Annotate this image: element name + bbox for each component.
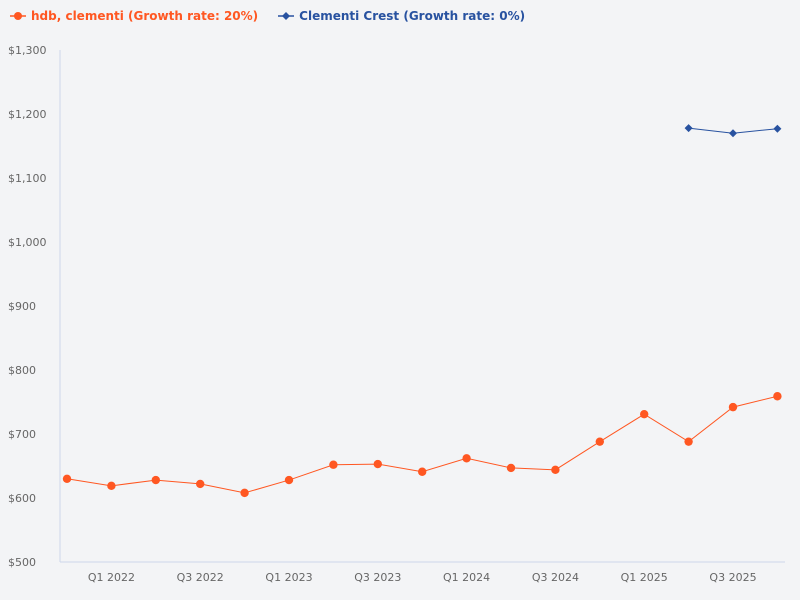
y-tick-label: $1,200 — [8, 108, 47, 121]
legend-item-clementi-crest[interactable]: Clementi Crest (Growth rate: 0%) — [278, 9, 525, 23]
x-tick-label: Q3 2023 — [354, 571, 401, 584]
y-tick-label: $1,000 — [8, 236, 47, 249]
x-tick-label: Q1 2025 — [621, 571, 668, 584]
x-tick-label: Q1 2024 — [443, 571, 490, 584]
y-tick-label: $500 — [8, 556, 36, 569]
data-point — [595, 437, 604, 446]
y-tick-label: $900 — [8, 300, 36, 313]
data-point — [506, 463, 516, 473]
data-point — [729, 129, 737, 138]
data-point — [773, 392, 782, 401]
legend: hdb, clementi (Growth rate: 20%) Clement… — [10, 9, 525, 23]
y-tick-label: $1,100 — [8, 172, 47, 185]
data-point — [684, 437, 693, 446]
data-point — [240, 488, 249, 498]
legend-label: hdb, clementi (Growth rate: 20%) — [31, 9, 259, 23]
x-tick-label: Q3 2024 — [532, 571, 579, 584]
x-tick-label: Q1 2022 — [88, 571, 135, 584]
data-point — [107, 481, 116, 491]
x-tick-label: Q1 2023 — [265, 571, 312, 584]
data-point — [462, 454, 471, 463]
diamond-marker-icon — [278, 12, 295, 20]
legend-label: Clementi Crest (Growth rate: 0%) — [299, 9, 526, 23]
data-point — [684, 124, 693, 133]
data-point — [151, 475, 160, 485]
y-tick-label: $800 — [8, 364, 36, 377]
data-point — [728, 402, 738, 412]
data-point — [284, 475, 294, 485]
x-tick-label: Q3 2022 — [177, 571, 224, 584]
data-point — [640, 409, 649, 419]
legend-item-hdb-clementi[interactable]: hdb, clementi (Growth rate: 20%) — [10, 9, 258, 23]
data-point — [196, 479, 205, 489]
data-point — [773, 124, 782, 133]
y-tick-label: $700 — [8, 428, 36, 441]
y-tick-label: $600 — [8, 492, 36, 505]
circle-marker-icon — [10, 12, 26, 20]
x-tick-label: Q3 2025 — [709, 571, 756, 584]
series-line-0 — [66, 395, 778, 494]
data-point — [418, 467, 427, 476]
y-tick-label: $1,300 — [8, 44, 47, 57]
data-point — [551, 465, 560, 475]
data-point — [329, 460, 338, 469]
data-point — [373, 459, 382, 469]
data-point — [62, 474, 72, 483]
